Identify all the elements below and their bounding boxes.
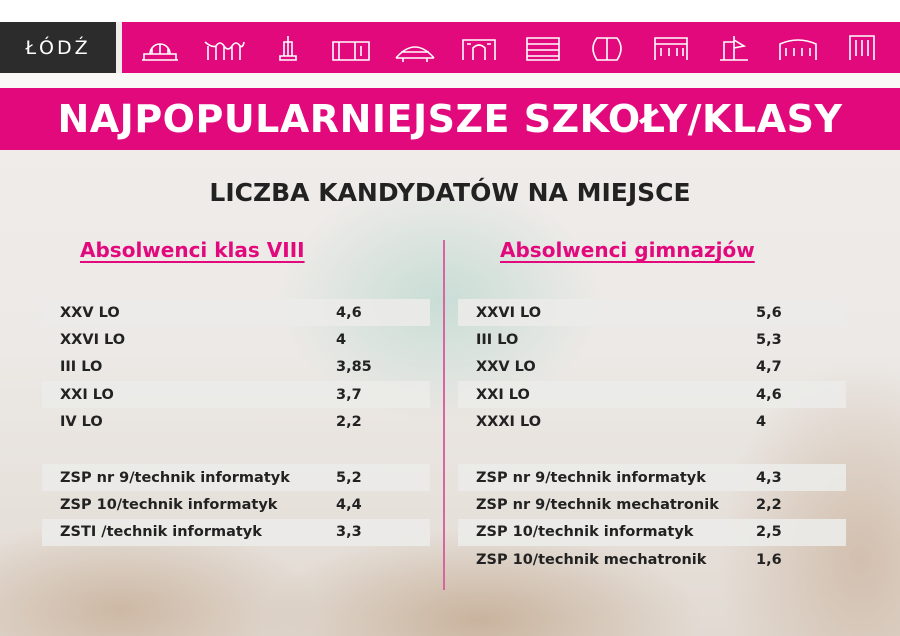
subtitle: LICZBA KANDYDATÓW NA MIEJSCE	[209, 178, 691, 207]
candidates-per-place: 4,4	[336, 496, 362, 513]
candidates-per-place: 3,7	[336, 386, 362, 403]
candidates-per-place: 1,6	[756, 551, 782, 568]
school-name: XXVI LO	[476, 304, 542, 321]
monument-icon	[278, 35, 297, 61]
candidates-per-place: 2,5	[756, 524, 782, 541]
top-margin	[0, 0, 900, 22]
candidates-per-place: 4,3	[756, 469, 782, 486]
candidates-per-place: 4,6	[756, 386, 782, 403]
school-name: XXI LO	[476, 386, 530, 403]
left-column-heading: Absolwenci klas VIII	[80, 238, 305, 262]
school-name: XXV LO	[476, 359, 536, 376]
manufaktura-icon	[591, 36, 622, 61]
title-banner: NAJPOPULARNIEJSZE SZKOŁY/KLASY	[0, 88, 900, 150]
school-name: XXXI LO	[476, 413, 542, 430]
tree-pillars-icon	[204, 40, 245, 60]
table-row: III LO 3,85	[42, 354, 430, 381]
palace-icon	[653, 36, 688, 60]
table-row: XXVI LO 4	[42, 326, 430, 353]
table-row: III LO 5,3	[458, 326, 846, 353]
table-row: ZSP 10/technik informatyk 2,5	[458, 518, 846, 546]
table-row: ZSP nr 9/technik informatyk 5,2	[42, 464, 430, 492]
candidates-per-place: 3,3	[336, 524, 362, 541]
school-name: ZSTI /technik informatyk	[60, 524, 262, 541]
table-row: XXV LO 4,7	[458, 354, 846, 381]
table-row: ZSP 10/technik informatyk 4,4	[42, 491, 430, 518]
school-name: III LO	[60, 359, 103, 376]
spacer	[0, 73, 900, 88]
gate-building-icon	[462, 38, 496, 60]
table-row: ZSP nr 9/technik informatyk 4,3	[458, 464, 846, 492]
landmark-icon-band	[122, 22, 900, 73]
left-lo-table: XXV LO 4,6 XXVI LO 4 III LO 3,85 XXI LO 3,7 IV L…	[42, 299, 430, 435]
school-name: ZSP nr 9/technik mechatronik	[476, 496, 719, 513]
school-name: ZSP 10/technik informatyk	[476, 524, 694, 541]
office-building-icon	[526, 36, 560, 61]
school-name: ZSP nr 9/technik informatyk	[60, 469, 290, 486]
candidates-per-place: 2,2	[336, 413, 362, 430]
candidates-per-place: 2,2	[756, 496, 782, 513]
table-row: XXXI LO 4	[458, 408, 846, 435]
right-lo-table: XXVI LO 5,6 III LO 5,3 XXV LO 4,7 XXI LO 4,6 XXX…	[458, 299, 846, 435]
arena-icon	[395, 45, 435, 62]
right-tech-table: ZSP nr 9/technik informatyk 4,3 ZSP nr 9/t…	[458, 464, 846, 573]
school-name: ZSP 10/technik informatyk	[60, 496, 278, 513]
table-row: XXV LO 4,6	[42, 299, 430, 327]
school-name: ZSP nr 9/technik informatyk	[476, 469, 706, 486]
city-logo: ŁÓDŹ	[0, 22, 116, 73]
table-row: XXVI LO 5,6	[458, 299, 846, 327]
train-station-icon	[141, 42, 178, 61]
school-name: III LO	[476, 331, 519, 348]
table-row: ZSP 10/technik mechatronik 1,6	[458, 546, 846, 573]
school-name: XXVI LO	[60, 331, 126, 348]
page-title: NAJPOPULARNIEJSZE SZKOŁY/KLASY	[57, 97, 843, 141]
logo-text: ŁÓDŹ	[25, 36, 91, 59]
school-name: ZSP 10/technik mechatronik	[476, 551, 707, 568]
school-name: XXV LO	[60, 304, 120, 321]
table-row: XXI LO 4,6	[458, 380, 846, 409]
candidates-per-place: 4	[336, 331, 347, 348]
candidates-per-place: 4,7	[756, 359, 782, 376]
candidates-per-place: 5,2	[336, 469, 362, 486]
left-tech-table: ZSP nr 9/technik informatyk 5,2 ZSP 10/tec…	[42, 464, 430, 546]
candidates-per-place: 4,6	[336, 304, 362, 321]
school-name: XXI LO	[60, 386, 114, 403]
column-divider	[443, 240, 445, 590]
candidates-per-place: 3,85	[336, 359, 372, 376]
table-row: ZSTI /technik informatyk 3,3	[42, 518, 430, 546]
candidates-per-place: 5,6	[756, 304, 782, 321]
right-column-heading: Absolwenci gimnazjów	[500, 238, 755, 262]
tower-block-icon	[849, 34, 875, 60]
school-name: IV LO	[60, 413, 103, 430]
table-row: ZSP nr 9/technik mechatronik 2,2	[458, 491, 846, 518]
candidates-per-place: 5,3	[756, 331, 782, 348]
table-row: IV LO 2,2	[42, 408, 430, 435]
ship-building-icon	[720, 35, 749, 61]
candidates-per-place: 4	[756, 413, 767, 430]
factory-icon	[332, 40, 371, 61]
townhouse-icon	[779, 38, 817, 60]
table-row: XXI LO 3,7	[42, 380, 430, 409]
